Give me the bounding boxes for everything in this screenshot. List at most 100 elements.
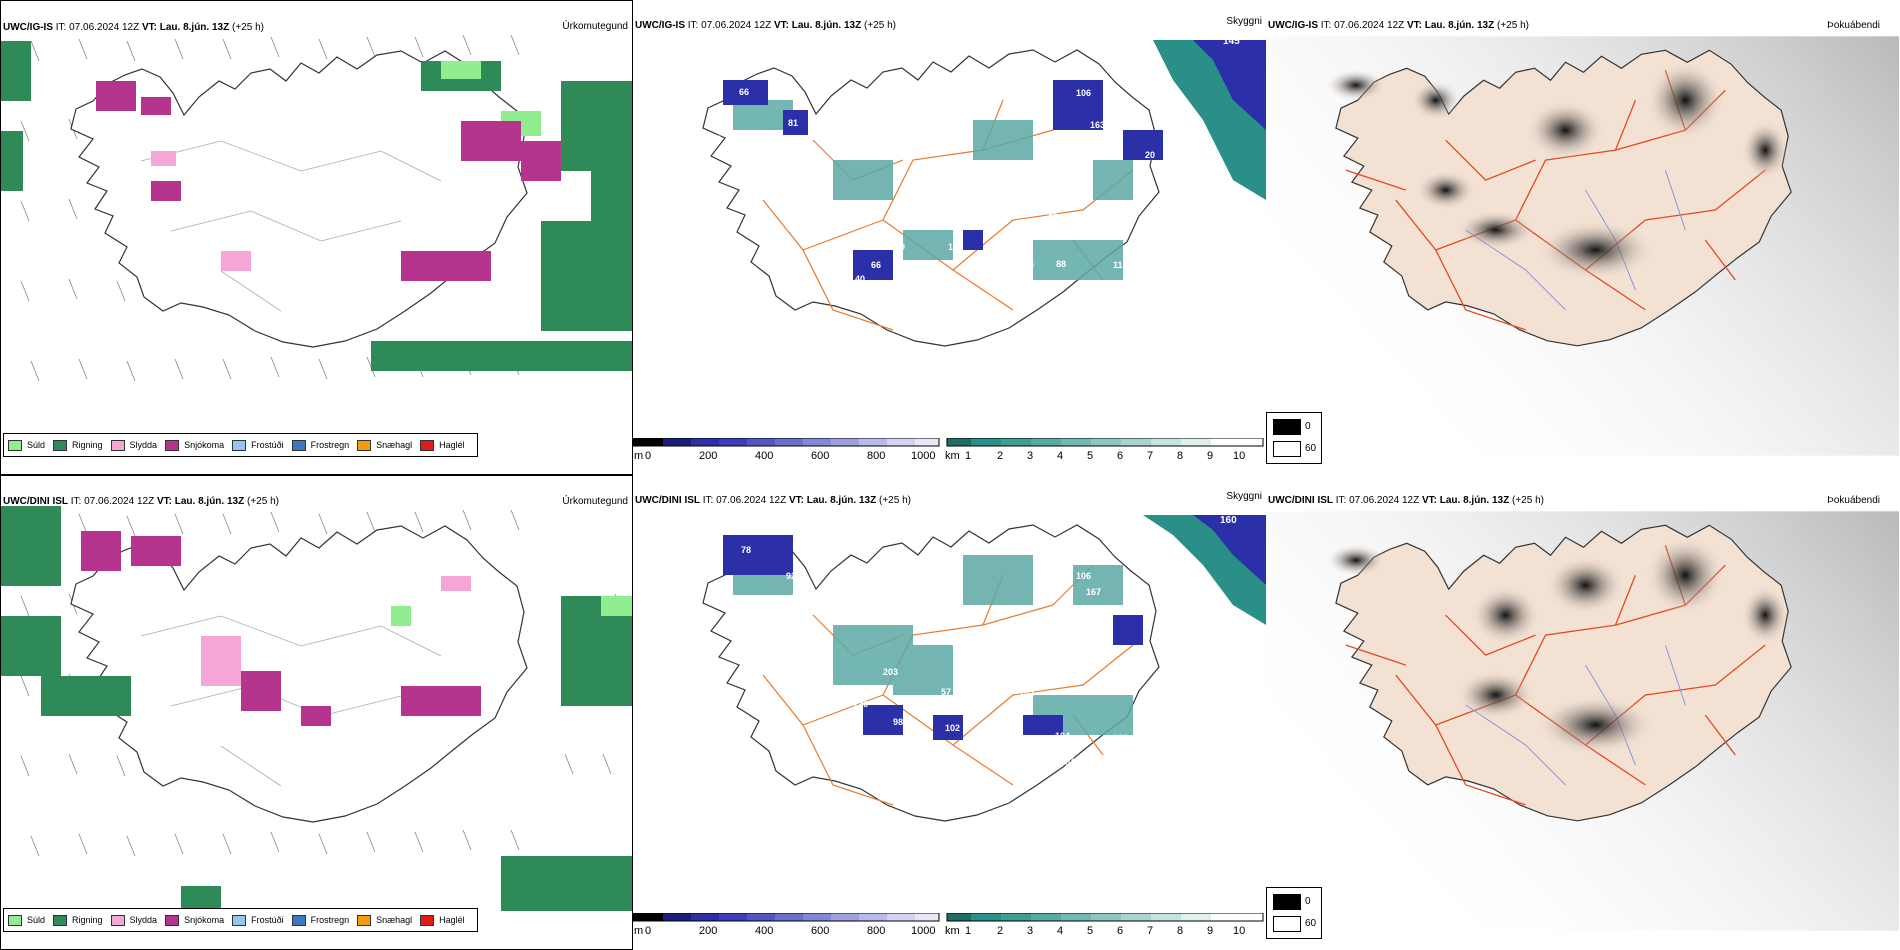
legend-label: Haglél xyxy=(439,440,465,450)
panel-header: UWC/IG-IS IT: 07.06.2024 12Z VT: Lau. 8.… xyxy=(3,22,264,33)
legend-label: Frostúði xyxy=(251,440,284,450)
legend-label: Rigning xyxy=(72,915,103,925)
ceiling-value: 104 xyxy=(1055,731,1070,741)
it-value: 07.06.2024 12Z xyxy=(716,495,787,506)
visibility-tick: 3 xyxy=(1027,450,1034,462)
precip-panel-igis: UWC/IG-IS IT: 07.06.2024 12Z VT: Lau. 8.… xyxy=(0,0,633,475)
visibility-tick: 9 xyxy=(1207,450,1214,462)
vt-value: Lau. 8.jún. 13Z xyxy=(806,495,877,506)
ceiling-value: 20 xyxy=(1145,150,1155,160)
ceiling-value: 138 xyxy=(948,242,963,252)
legend-swatch xyxy=(291,914,306,926)
vt-value: Lau. 8.jún. 13Z xyxy=(174,496,245,507)
legend-label: Súld xyxy=(27,915,46,925)
legend-item: Haglél xyxy=(420,914,465,926)
legend-item: Frostúði xyxy=(232,914,284,926)
legend-swatch xyxy=(165,914,180,926)
ceiling-values: 66 81 106 163 92 313 20 43 102 51 85 79 … xyxy=(711,87,1155,387)
visibility-tick: 6 xyxy=(1117,925,1124,937)
ceiling-tick: 600 xyxy=(811,450,830,462)
visibility-colorbar: km 1 2 3 4 5 6 7 8 9 10 xyxy=(945,913,1266,941)
fog-panel-dini: UWC/DINI ISL IT: 07.06.2024 12Z VT: Lau.… xyxy=(1266,475,1900,950)
ceiling-colorbar: m 0 200 400 600 800 1000 xyxy=(633,438,943,466)
visibility-tick: 10 xyxy=(1233,925,1246,937)
model-name: UWC/DINI ISL xyxy=(3,496,68,507)
legend-swatch xyxy=(53,439,68,451)
legend-swatch xyxy=(110,439,125,451)
ceiling-tick: 1000 xyxy=(911,925,936,937)
it-value: 07.06.2024 12Z xyxy=(1334,20,1405,31)
visibility-tick: 1 xyxy=(965,450,972,462)
legend-swatch xyxy=(8,914,22,926)
legend-label: Snjókoma xyxy=(184,915,225,925)
fog-map xyxy=(1266,511,1899,931)
legend-item: Frostregn xyxy=(291,439,349,451)
visibility-tick: 9 xyxy=(1207,925,1214,937)
legend-item: Snæhagl xyxy=(357,914,412,926)
vt-value: Lau. 8.jún. 13Z xyxy=(1439,495,1510,506)
visibility-tick: 8 xyxy=(1177,925,1184,937)
it-value: 07.06.2024 12Z xyxy=(1349,495,1420,506)
visibility-tick: 1 xyxy=(965,925,972,937)
visibility-map: 66 81 106 163 92 313 20 43 102 51 85 79 … xyxy=(702,36,1266,387)
it-label: IT: xyxy=(1320,20,1332,31)
legend-swatch xyxy=(165,439,180,451)
ceiling-unit: m xyxy=(634,450,644,462)
panel-header: UWC/DINI ISL IT: 07.06.2024 12Z VT: Lau.… xyxy=(1268,495,1544,506)
legend-item: Snæhagl xyxy=(357,439,413,451)
ceiling-value: 54 xyxy=(1065,757,1075,767)
visibility-colorbar: km 1 2 3 4 5 6 7 8 9 10 xyxy=(945,438,1266,466)
ceiling-value: 102 xyxy=(945,723,960,733)
panel-header: UWC/IG-IS IT: 07.06.2024 12Z VT: Lau. 8.… xyxy=(635,20,896,31)
legend-label: Snæhagl xyxy=(376,440,413,450)
legend-item: Snjókoma xyxy=(165,914,225,926)
precip-map xyxy=(1,34,632,382)
ceiling-tick: 200 xyxy=(699,925,718,937)
visibility-tick: 5 xyxy=(1087,450,1094,462)
ceiling-value: 70 xyxy=(876,737,886,747)
fog-swatch-high xyxy=(1273,419,1301,435)
model-name: UWC/IG-IS xyxy=(3,22,53,33)
ceiling-value: 66 xyxy=(871,260,881,270)
panel-header: UWC/DINI ISL IT: 07.06.2024 12Z VT: Lau.… xyxy=(635,495,911,506)
it-label: IT: xyxy=(687,20,699,31)
legend-item: Slydda xyxy=(110,439,157,451)
precip-legend: Súld Rigning Slydda Snjókoma Frostúði Fr… xyxy=(3,908,478,932)
legend-swatch xyxy=(232,914,247,926)
visibility-unit: km xyxy=(945,450,960,462)
model-name: UWC/DINI ISL xyxy=(1268,495,1333,506)
legend-item: Rigning xyxy=(53,439,103,451)
vt-label: VT: xyxy=(788,495,804,506)
vt-label: VT: xyxy=(141,22,157,33)
ceiling-value: 98 xyxy=(893,717,903,727)
ceiling-value: 92 xyxy=(1125,104,1135,114)
visibility-tick: 5 xyxy=(1087,925,1094,937)
legend-swatch xyxy=(420,439,435,451)
it-value: 07.06.2024 12Z xyxy=(69,22,140,33)
legend-swatch xyxy=(357,439,372,451)
fog-swatch-low xyxy=(1273,441,1301,457)
ceiling-unit: m xyxy=(634,925,644,937)
fog-swatch-low xyxy=(1273,916,1301,932)
it-label: IT: xyxy=(1335,495,1347,506)
legend-item: Rigning xyxy=(53,914,103,926)
legend-item: Súld xyxy=(8,914,46,926)
ceiling-value: 88 xyxy=(1056,259,1066,269)
visibility-tick: 8 xyxy=(1177,450,1184,462)
ceiling-value: 19 xyxy=(931,377,941,387)
legend-item: Snjókoma xyxy=(165,439,225,451)
ceiling-value: 106 xyxy=(1076,88,1091,98)
legend-item: Frostúði xyxy=(232,439,284,451)
ceiling-value: 102 xyxy=(978,177,993,187)
legend-label: Snjókoma xyxy=(184,440,225,450)
lead-time: (+25 h) xyxy=(864,20,896,31)
panel-header: UWC/IG-IS IT: 07.06.2024 12Z VT: Lau. 8.… xyxy=(1268,20,1529,31)
model-name: UWC/IG-IS xyxy=(635,20,685,31)
ceiling-value: 203 xyxy=(883,667,898,677)
ceiling-value: 106 xyxy=(1076,571,1091,581)
fog-legend-low: 60 xyxy=(1305,443,1317,454)
ceiling-value: 91 xyxy=(837,222,847,232)
ceiling-value: 92 xyxy=(786,571,796,581)
legend-item: Frostregn xyxy=(291,914,349,926)
ceiling-value: 126 xyxy=(1019,259,1034,269)
